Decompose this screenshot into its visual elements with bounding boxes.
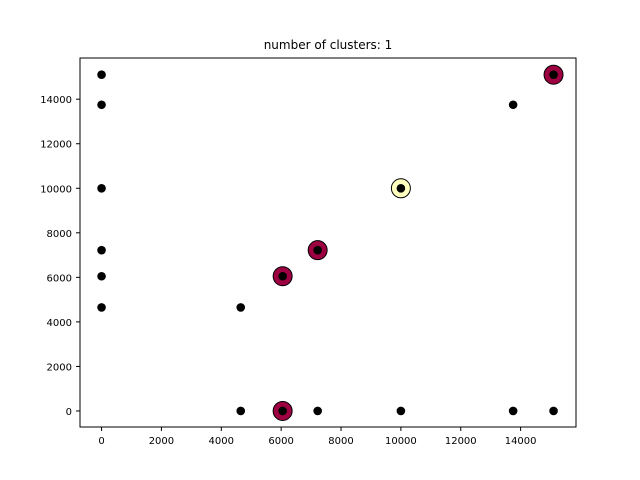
data-point-17 bbox=[549, 406, 558, 416]
data-point-8 bbox=[313, 245, 322, 255]
axes: 0 2000 4000 6000 8000 10000 12000 14000 0 2000 400… bbox=[40, 57, 577, 447]
chart-title: number of clusters: 1 bbox=[264, 38, 393, 52]
y-tick-label-6: 12000 bbox=[40, 140, 72, 151]
x-tick-label-5: 10000 bbox=[385, 436, 417, 447]
data-point-3 bbox=[97, 245, 106, 255]
x-tick-label-1: 2000 bbox=[149, 436, 174, 447]
y-tick-label-5: 10000 bbox=[40, 184, 72, 195]
x-tick-label-6: 12000 bbox=[445, 436, 477, 447]
y-tick-label-3: 6000 bbox=[47, 273, 72, 284]
y-tick-label-2: 4000 bbox=[47, 318, 72, 329]
y-tick-label-7: 14000 bbox=[40, 95, 72, 106]
data-point-0 bbox=[97, 70, 106, 80]
data-point-11 bbox=[549, 70, 558, 80]
data-point-14 bbox=[313, 406, 322, 416]
x-tick-label-4: 8000 bbox=[328, 436, 353, 447]
data-point-4 bbox=[97, 271, 106, 281]
data-point-5 bbox=[97, 303, 106, 312]
data-point-1 bbox=[97, 100, 106, 110]
data-point-9 bbox=[396, 183, 406, 193]
y-tick-label-4: 8000 bbox=[47, 229, 72, 240]
x-tick-label-0: 0 bbox=[98, 436, 104, 447]
data-point-7 bbox=[278, 271, 287, 281]
data-point-6 bbox=[236, 303, 246, 312]
x-tick-label-3: 6000 bbox=[268, 436, 293, 447]
data-point-10 bbox=[508, 100, 518, 110]
y-tick-label-0: 0 bbox=[66, 407, 72, 418]
data-point-15 bbox=[396, 406, 406, 416]
data-point-12 bbox=[236, 406, 246, 416]
plot-area bbox=[97, 64, 564, 421]
axes-frame bbox=[79, 57, 577, 428]
data-point-13 bbox=[278, 406, 287, 416]
y-tick-label-1: 2000 bbox=[47, 362, 72, 373]
data-point-16 bbox=[508, 406, 518, 416]
x-tick-label-2: 4000 bbox=[209, 436, 234, 447]
data-point-2 bbox=[97, 183, 106, 193]
x-tick-label-7: 14000 bbox=[505, 436, 537, 447]
